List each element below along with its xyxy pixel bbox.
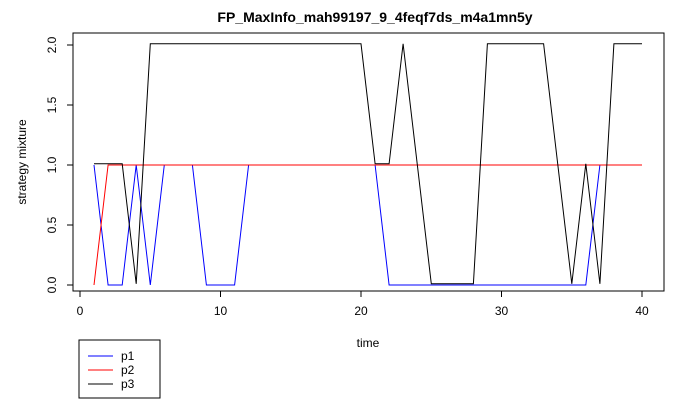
x-tick-label: 40 — [635, 304, 649, 318]
legend-label-p3: p3 — [121, 377, 135, 391]
y-tick-label: 0.0 — [45, 276, 59, 293]
series-layer — [93, 43, 642, 286]
x-tick-label: 30 — [495, 304, 509, 318]
legend-label-p1: p1 — [121, 349, 135, 363]
x-tick-label: 0 — [77, 304, 84, 318]
legend-box — [78, 339, 161, 399]
y-tick-label: 0.5 — [45, 216, 59, 233]
y-axis-label: strategy mixture — [15, 119, 29, 205]
x-axis-label: time — [357, 336, 380, 350]
x-tick-label: 20 — [354, 304, 368, 318]
y-tick-label: 2.0 — [45, 36, 59, 53]
y-tick-label: 1.5 — [45, 96, 59, 113]
chart-title: FP_MaxInfo_mah99197_9_4feqf7ds_m4a1mn5y — [217, 9, 532, 25]
x-axis: 0 10 20 30 40 — [77, 291, 649, 318]
legend-label-p2: p2 — [121, 363, 135, 377]
y-axis: 0.0 0.5 1.0 1.5 2.0 — [45, 36, 73, 293]
series-line-p2 — [93, 164, 642, 286]
x-tick-label: 10 — [214, 304, 228, 318]
y-tick-label: 1.0 — [45, 156, 59, 173]
series-line-p3 — [94, 43, 642, 285]
plot-frame — [72, 32, 665, 292]
